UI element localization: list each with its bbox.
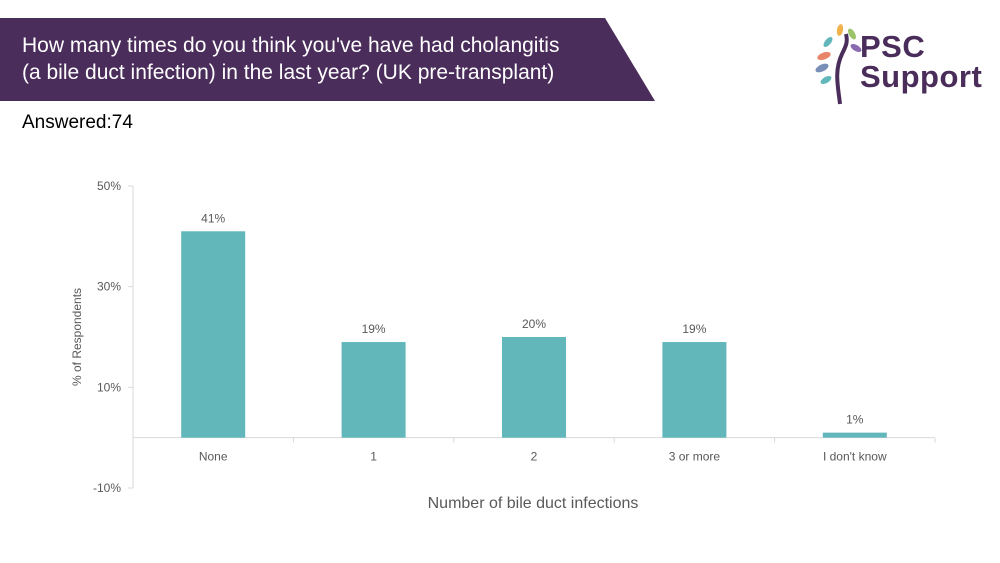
bar-data-label: 41%	[201, 211, 225, 225]
bar-data-label: 19%	[682, 322, 706, 336]
x-axis-label: Number of bile duct infections	[428, 495, 639, 512]
banner-shape	[0, 18, 655, 101]
x-tick-label: 1	[370, 450, 377, 464]
y-tick-label: 50%	[97, 179, 121, 193]
logo-text: PSC Support	[860, 29, 983, 94]
logo-line2: Support	[860, 59, 983, 94]
x-tick-label: 2	[531, 450, 538, 464]
logo-line1: PSC	[860, 29, 926, 64]
psc-support-logo: PSC Support	[812, 16, 982, 106]
y-axis-label: % of Respondents	[70, 288, 84, 386]
bar	[181, 231, 246, 438]
y-tick-label: -10%	[93, 481, 121, 495]
bar-data-label: 19%	[362, 322, 386, 336]
page-title: How many times do you think you've have …	[22, 32, 622, 86]
answered-count: Answered:74	[22, 112, 133, 133]
bars: 41% None 19% 1 20% 2 19% 3 or more 1% I don't kno…	[181, 211, 887, 464]
tree-logo-icon	[815, 24, 862, 105]
y-axis: 50% 30% 10% -10%	[93, 179, 134, 495]
y-tick-label: 30%	[97, 280, 121, 294]
bar	[502, 337, 566, 438]
bar-data-label: 20%	[522, 317, 546, 331]
x-tick-label: 3 or more	[669, 450, 721, 464]
page-title-line2: (a bile duct infection) in the last year…	[22, 61, 555, 84]
bar	[822, 432, 887, 438]
title-banner: How many times do you think you've have …	[0, 18, 655, 101]
y-tick-label: 10%	[97, 380, 121, 394]
x-tick-label: None	[199, 450, 228, 464]
x-axis	[132, 437, 936, 443]
page-title-line1: How many times do you think you've have …	[22, 34, 560, 57]
bar	[662, 342, 727, 438]
bar	[341, 342, 406, 438]
bar-data-label: 1%	[846, 413, 864, 427]
x-tick-label: I don't know	[823, 450, 887, 464]
